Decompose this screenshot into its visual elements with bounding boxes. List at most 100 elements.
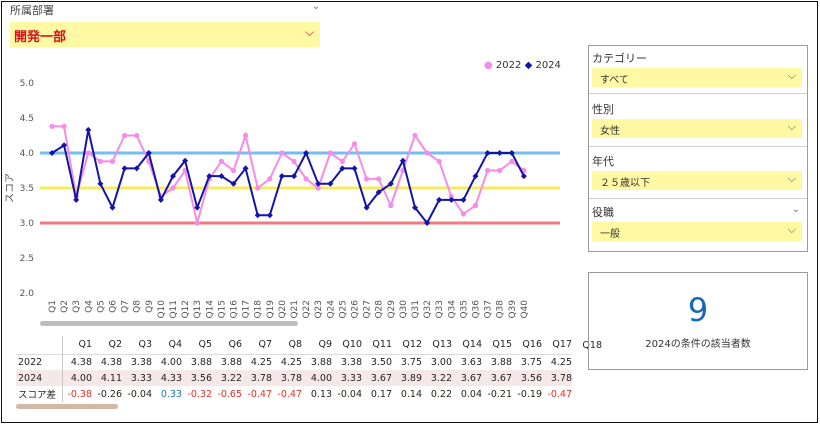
data-point-2024-Q8[interactable] (133, 165, 140, 172)
matrix-column-header[interactable]: Q18 (582, 339, 602, 351)
data-point-2024-Q31[interactable] (412, 204, 418, 211)
data-point-2022-Q32[interactable] (424, 150, 430, 156)
matrix-column-header[interactable]: Q4 (168, 339, 182, 351)
data-point-2022-Q31[interactable] (412, 132, 418, 139)
data-point-2022-Q29[interactable] (388, 202, 394, 209)
data-point-2022-Q38[interactable] (497, 167, 503, 174)
data-point-2024-Q26[interactable] (351, 165, 358, 172)
data-point-2022-Q20[interactable] (279, 150, 285, 156)
data-point-2024-Q35[interactable] (460, 196, 467, 203)
data-point-2022-Q1[interactable] (49, 123, 55, 129)
matrix-column-header[interactable]: Q10 (342, 339, 362, 351)
data-point-2024-Q3[interactable] (73, 196, 80, 203)
matrix-column-header[interactable]: Q17 (552, 339, 572, 351)
data-point-2022-Q39[interactable] (509, 158, 515, 164)
data-point-2024-Q40[interactable] (520, 173, 527, 180)
matrix-column-header[interactable]: Q16 (522, 339, 542, 351)
data-point-2024-Q27[interactable] (363, 204, 370, 211)
data-point-2024-Q20[interactable] (278, 173, 285, 180)
gender-dropdown[interactable]: 女性 ⌵ (592, 119, 802, 138)
data-point-2022-Q17[interactable] (243, 132, 249, 139)
data-point-2024-Q25[interactable] (339, 165, 346, 172)
data-point-2024-Q14[interactable] (206, 173, 213, 180)
chevron-down-icon[interactable]: ⌵ (787, 69, 796, 82)
data-point-2022-Q35[interactable] (460, 211, 466, 217)
data-point-2022-Q26[interactable] (351, 141, 358, 147)
data-point-2024-Q6[interactable] (109, 204, 116, 211)
data-point-2022-Q27[interactable] (364, 176, 370, 182)
table-horizontal-scrollbar[interactable] (16, 404, 118, 409)
data-point-2022-Q18[interactable] (255, 185, 261, 191)
data-point-2024-Q9[interactable] (145, 150, 152, 156)
data-point-2022-Q34[interactable] (448, 193, 454, 199)
data-point-2022-Q24[interactable] (327, 150, 333, 156)
data-point-2024-Q38[interactable] (496, 150, 503, 156)
data-point-2024-Q10[interactable] (157, 196, 164, 203)
data-point-2024-Q11[interactable] (170, 173, 176, 180)
collapse-chevron-icon[interactable]: ⌄ (311, 1, 320, 12)
matrix-column-header[interactable]: Q2 (108, 339, 122, 351)
data-point-2022-Q11[interactable] (170, 185, 176, 191)
data-point-2022-Q28[interactable] (376, 176, 382, 182)
data-point-2022-Q4[interactable] (85, 150, 91, 156)
age-dropdown[interactable]: ２５歳以下 ⌵ (592, 171, 802, 190)
data-point-2024-Q37[interactable] (484, 150, 491, 156)
data-point-2024-Q13[interactable] (194, 204, 201, 211)
data-point-2022-Q22[interactable] (303, 176, 309, 182)
data-point-2024-Q15[interactable] (218, 173, 225, 180)
data-point-2024-Q2[interactable] (61, 142, 68, 149)
data-point-2022-Q5[interactable] (97, 158, 103, 164)
data-point-2024-Q39[interactable] (508, 150, 515, 156)
data-point-2022-Q23[interactable] (315, 185, 321, 191)
data-point-2024-Q7[interactable] (121, 165, 128, 172)
data-point-2024-Q17[interactable] (242, 165, 249, 172)
collapse-chevron-icon[interactable]: ⌄ (791, 204, 800, 215)
data-point-2024-Q16[interactable] (230, 180, 237, 187)
data-point-2022-Q15[interactable] (218, 158, 224, 164)
data-point-2022-Q7[interactable] (122, 132, 128, 139)
matrix-column-header[interactable]: Q14 (462, 339, 482, 351)
matrix-column-header[interactable]: Q15 (492, 339, 512, 351)
data-point-2022-Q2[interactable] (61, 123, 67, 129)
data-point-2024-Q28[interactable] (375, 189, 382, 196)
data-point-2024-Q30[interactable] (399, 157, 406, 164)
matrix-column-header[interactable]: Q12 (402, 339, 422, 351)
data-point-2022-Q19[interactable] (267, 176, 273, 182)
matrix-column-header[interactable]: Q5 (198, 339, 212, 351)
matrix-column-header[interactable]: Q1 (78, 339, 92, 351)
matrix-column-header[interactable]: Q9 (318, 339, 332, 351)
data-point-2024-Q12[interactable] (182, 157, 189, 164)
data-point-2024-Q1[interactable] (49, 150, 55, 156)
data-point-2024-Q4[interactable] (85, 126, 92, 133)
chevron-down-icon[interactable]: ⌵ (787, 120, 796, 133)
data-point-2024-Q32[interactable] (424, 220, 431, 226)
data-point-2024-Q33[interactable] (436, 196, 443, 203)
chevron-down-icon[interactable]: ⌵ (304, 25, 314, 39)
dept-dropdown[interactable]: 開発一部 ⌵ (10, 22, 320, 47)
matrix-column-header[interactable]: Q11 (372, 339, 392, 351)
data-point-2022-Q8[interactable] (134, 132, 140, 139)
data-point-2024-Q34[interactable] (448, 196, 455, 203)
data-point-2022-Q33[interactable] (436, 158, 442, 164)
matrix-column-header[interactable]: Q3 (138, 339, 152, 351)
matrix-column-header[interactable]: Q13 (432, 339, 452, 351)
data-point-2022-Q25[interactable] (339, 158, 345, 164)
data-point-2024-Q36[interactable] (472, 173, 479, 180)
chevron-down-icon[interactable]: ⌵ (787, 223, 796, 236)
data-point-2024-Q29[interactable] (387, 180, 394, 187)
data-point-2024-Q19[interactable] (266, 212, 273, 219)
data-point-2022-Q13[interactable] (194, 220, 200, 226)
data-point-2022-Q6[interactable] (109, 158, 116, 164)
category-dropdown[interactable]: すべて ⌵ (592, 68, 802, 87)
matrix-column-header[interactable]: Q7 (258, 339, 272, 351)
data-point-2024-Q22[interactable] (303, 150, 310, 156)
matrix-column-header[interactable]: Q8 (288, 339, 302, 351)
chevron-down-icon[interactable]: ⌵ (787, 172, 796, 185)
data-point-2022-Q36[interactable] (472, 202, 479, 209)
matrix-column-header[interactable]: Q6 (228, 339, 242, 351)
data-point-2022-Q21[interactable] (291, 158, 297, 164)
data-point-2024-Q5[interactable] (97, 180, 104, 187)
data-point-2024-Q24[interactable] (327, 180, 334, 187)
data-point-2022-Q16[interactable] (230, 167, 237, 174)
data-point-2024-Q18[interactable] (254, 212, 261, 219)
